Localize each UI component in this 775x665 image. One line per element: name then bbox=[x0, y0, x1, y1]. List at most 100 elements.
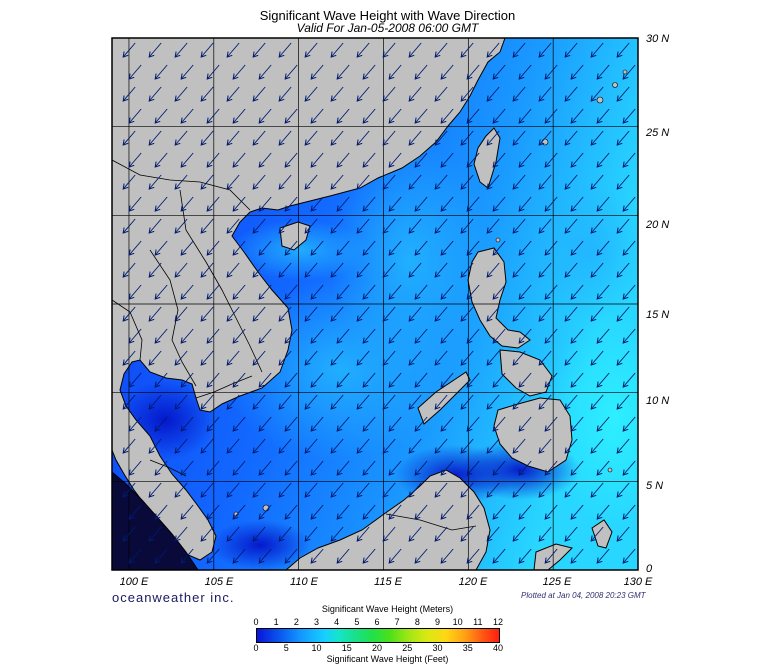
wave-arrow bbox=[181, 372, 194, 387]
wave-arrow bbox=[409, 482, 422, 497]
wave-arrow bbox=[305, 42, 318, 57]
wave-arrow bbox=[149, 438, 162, 453]
wave-arrow bbox=[441, 372, 454, 387]
wave-arrow bbox=[331, 306, 344, 321]
wave-arrow bbox=[311, 152, 324, 167]
wave-arrow bbox=[461, 174, 474, 189]
wave-arrow bbox=[233, 372, 246, 387]
wave-arrow bbox=[415, 548, 428, 563]
wave-arrow bbox=[311, 240, 324, 255]
wave-arrow bbox=[487, 394, 500, 409]
wave-arrow bbox=[383, 42, 396, 57]
wave-arrow bbox=[415, 108, 428, 123]
wave-arrow bbox=[279, 394, 292, 409]
wave-arrow bbox=[383, 526, 396, 541]
wave-arrow bbox=[331, 394, 344, 409]
wave-arrow bbox=[571, 284, 584, 299]
wave-arrow bbox=[201, 350, 214, 365]
wave-arrow bbox=[129, 196, 142, 211]
wave-arrow bbox=[389, 64, 402, 79]
wave-arrow bbox=[597, 416, 610, 431]
wave-arrow bbox=[513, 394, 526, 409]
wave-arrow bbox=[597, 196, 610, 211]
wave-arrow bbox=[409, 526, 422, 541]
wave-arrow bbox=[487, 174, 500, 189]
wave-arrow bbox=[383, 262, 396, 277]
wave-arrow bbox=[285, 108, 298, 123]
wave-arrow bbox=[545, 460, 558, 475]
wave-arrow bbox=[201, 438, 214, 453]
wave-arrow bbox=[461, 130, 474, 145]
wave-arrow bbox=[175, 306, 188, 321]
wave-arrow bbox=[623, 372, 636, 387]
lon-label: 105 E bbox=[204, 576, 234, 588]
wave-arrow bbox=[435, 174, 448, 189]
lat-label: 0 bbox=[646, 563, 653, 575]
scale-tick-feet: 40 bbox=[492, 643, 503, 653]
wave-arrow bbox=[331, 130, 344, 145]
scale-tick-meters: 1 bbox=[273, 617, 279, 627]
wave-arrow bbox=[305, 262, 318, 277]
island bbox=[495, 237, 501, 243]
wave-arrow bbox=[201, 218, 214, 233]
wave-arrow bbox=[201, 482, 214, 497]
wave-arrow bbox=[539, 86, 552, 101]
wave-arrow bbox=[493, 152, 506, 167]
wave-arrow bbox=[175, 130, 188, 145]
wave-arrow bbox=[337, 152, 350, 167]
wave-arrow bbox=[357, 218, 370, 233]
wave-arrow bbox=[227, 526, 240, 541]
wave-arrow bbox=[253, 526, 266, 541]
wave-arrow bbox=[181, 548, 194, 563]
wave-arrow bbox=[487, 306, 500, 321]
wave-arrow bbox=[435, 526, 448, 541]
wave-arrow bbox=[233, 64, 246, 79]
wave-arrow bbox=[233, 196, 246, 211]
scale-meters-title: Significant Wave Height (Meters) bbox=[321, 604, 454, 614]
wave-arrow bbox=[201, 130, 214, 145]
wave-arrow bbox=[461, 394, 474, 409]
wave-arrow bbox=[259, 372, 272, 387]
wave-arrow bbox=[331, 86, 344, 101]
wave-arrow bbox=[149, 262, 162, 277]
wave-arrow bbox=[415, 196, 428, 211]
wave-arrow bbox=[415, 460, 428, 475]
wave-arrow bbox=[513, 218, 526, 233]
wave-arrow bbox=[207, 152, 220, 167]
wave-arrow bbox=[441, 416, 454, 431]
wave-arrow bbox=[175, 262, 188, 277]
wave-arrow bbox=[441, 460, 454, 475]
island bbox=[541, 138, 549, 146]
wave-arrow bbox=[201, 174, 214, 189]
wave-arrow bbox=[285, 328, 298, 343]
wave-arrow bbox=[337, 196, 350, 211]
wave-arrow bbox=[519, 284, 532, 299]
wave-arrow bbox=[487, 438, 500, 453]
wave-arrow bbox=[259, 196, 272, 211]
wave-arrow bbox=[441, 108, 454, 123]
wave-arrow bbox=[149, 42, 162, 57]
wave-arrow bbox=[123, 438, 136, 453]
lon-label: 120 E bbox=[458, 576, 488, 588]
scale-tick-feet: 10 bbox=[311, 643, 322, 653]
wave-arrow bbox=[571, 372, 584, 387]
wave-arrow bbox=[155, 328, 168, 343]
wave-field bbox=[230, 220, 370, 280]
wave-arrow bbox=[253, 482, 266, 497]
wave-arrow bbox=[493, 64, 506, 79]
wave-arrow bbox=[207, 504, 220, 519]
wave-arrow bbox=[285, 240, 298, 255]
wave-arrow bbox=[123, 42, 136, 57]
wave-arrow bbox=[129, 64, 142, 79]
wave-arrow bbox=[149, 174, 162, 189]
wave-arrow bbox=[357, 394, 370, 409]
wave-arrow bbox=[591, 86, 604, 101]
scale-tick-meters: 7 bbox=[394, 617, 400, 627]
wave-arrow bbox=[331, 482, 344, 497]
wave-arrow bbox=[539, 350, 552, 365]
wave-arrow bbox=[181, 284, 194, 299]
wave-arrow bbox=[415, 416, 428, 431]
wave-arrow bbox=[227, 482, 240, 497]
wave-arrow bbox=[233, 328, 246, 343]
wave-arrow bbox=[545, 328, 558, 343]
